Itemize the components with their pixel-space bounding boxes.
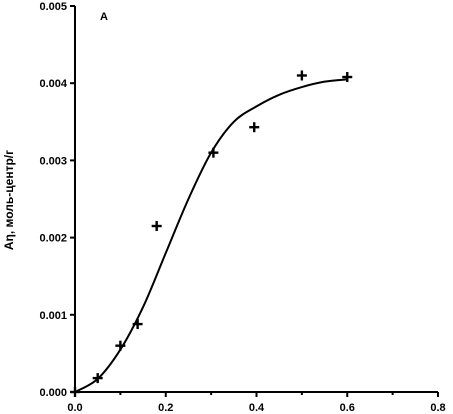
y-axis-ticks: 0.000 0.001 0.002 0.003 0.004 0.005 (39, 1, 75, 399)
data-point (132, 319, 143, 330)
y-tick-label: 0.000 (39, 387, 67, 399)
data-point (208, 147, 219, 158)
data-point (92, 373, 103, 384)
x-tick-label: 0.2 (158, 402, 173, 414)
data-point (115, 340, 126, 351)
y-tick-label: 0.001 (39, 310, 67, 322)
data-point (70, 387, 80, 397)
data-point (296, 70, 307, 81)
data-point (151, 221, 162, 232)
x-tick-label: 0.8 (430, 402, 445, 414)
x-tick-label: 0.4 (249, 402, 265, 414)
panel-label: A (100, 11, 108, 23)
y-axis-label: Aη, моль-центр/г (2, 150, 16, 250)
data-point (249, 122, 260, 133)
x-axis-ticks: 0.0 0.2 0.4 0.6 0.8 (67, 392, 446, 414)
data-point (342, 72, 353, 83)
x-tick-label: 0.0 (67, 402, 82, 414)
y-tick-label: 0.004 (39, 78, 67, 90)
y-tick-label: 0.005 (39, 1, 67, 13)
y-tick-label: 0.003 (39, 155, 67, 167)
y-tick-label: 0.002 (39, 233, 67, 245)
data-points (70, 70, 353, 397)
x-tick-label: 0.6 (340, 402, 355, 414)
